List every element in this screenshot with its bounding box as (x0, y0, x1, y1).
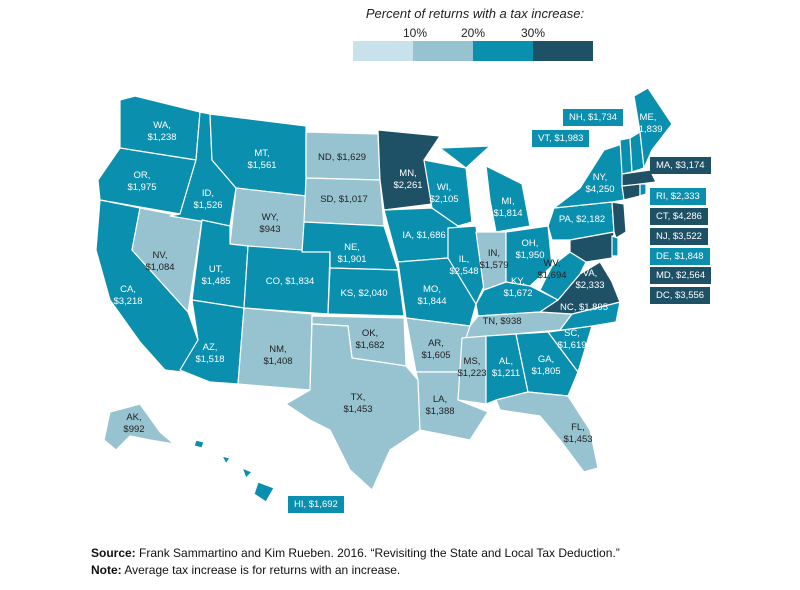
legend-tick-10: 10% (402, 26, 428, 40)
state-label-OR: OR, $1,975 (127, 170, 156, 193)
state-OH[interactable] (505, 225, 553, 287)
callout-MD: MD, $2,564 (650, 267, 712, 284)
state-label-KY: KY, $1,672 (503, 276, 532, 299)
legend-bin-3 (473, 41, 533, 61)
state-label-CO: CO, $1,834 (266, 276, 315, 287)
state-label-AR: AR, $1,605 (421, 338, 450, 361)
source-label: Source: (91, 546, 136, 560)
legend-color-scale (353, 41, 593, 61)
callout-NH: NH, $1,734 (563, 109, 624, 126)
state-KS[interactable] (327, 267, 405, 317)
callout-MA: MA, $3,174 (650, 157, 711, 174)
callout-DE: DE, $1,848 (650, 248, 710, 265)
state-label-LA: LA, $1,388 (425, 394, 454, 417)
legend-bin-2 (413, 41, 473, 61)
state-label-NE: NE, $1,901 (337, 242, 366, 265)
callout-CT: CT, $4,286 (650, 208, 708, 225)
state-label-WI: WI, $2,105 (429, 182, 458, 205)
callout-DC: DC, $3,556 (650, 287, 711, 304)
state-label-ME: ME, $1,839 (633, 112, 662, 135)
callout-NJ: NJ, $3,522 (650, 228, 708, 245)
state-label-NY: NY, $4,250 (585, 172, 614, 195)
legend-tick-30: 30% (520, 26, 546, 40)
state-DE[interactable] (611, 235, 619, 257)
callout-VT: VT, $1,983 (532, 130, 590, 147)
state-label-CA: CA, $3,218 (113, 284, 142, 307)
state-MO[interactable] (397, 257, 477, 327)
note-line: Note: Average tax increase is for return… (91, 562, 620, 579)
state-MD[interactable] (569, 231, 615, 263)
state-VA[interactable] (539, 261, 621, 315)
legend-tick-20: 20% (460, 26, 486, 40)
legend-title: Percent of returns with a tax increase: (365, 6, 585, 21)
legend-bin-1 (353, 41, 413, 61)
state-label-KS: KS, $2,040 (340, 288, 387, 299)
state-label-SD: SD, $1,017 (320, 194, 368, 205)
callout-HI: HI, $1,692 (288, 496, 344, 513)
note-text: Average tax increase is for returns with… (121, 563, 401, 577)
source-note: Source: Frank Sammartino and Kim Rueben.… (91, 545, 620, 579)
source-text: Frank Sammartino and Kim Rueben. 2016. “… (135, 546, 620, 560)
state-label-IN: IN, $1,579 (479, 248, 508, 271)
state-shapes (95, 87, 673, 503)
state-label-UT: UT, $1,485 (201, 264, 230, 287)
state-CT[interactable] (621, 183, 641, 201)
state-FL[interactable] (495, 391, 599, 473)
state-label-PA: PA, $2,182 (559, 214, 605, 225)
state-label-OH: OH, $1,950 (515, 238, 544, 261)
state-MI[interactable] (439, 145, 531, 233)
state-label-WY: WY, $943 (259, 212, 280, 235)
state-label-WA: WA, $1,238 (147, 120, 176, 143)
state-NY[interactable] (553, 143, 625, 209)
state-label-GA: GA, $1,805 (531, 354, 560, 377)
state-HI[interactable] (193, 439, 275, 503)
state-IL[interactable] (447, 225, 485, 305)
callout-RI: RI, $2,333 (650, 188, 706, 205)
state-label-OK: OK, $1,682 (355, 328, 384, 351)
state-label-IA: IA, $1,686 (402, 230, 445, 241)
state-label-MI: MI, $1,814 (493, 196, 522, 219)
state-label-NM: NM, $1,408 (263, 344, 292, 367)
state-label-VA: VA, $2,333 (575, 268, 604, 291)
state-label-AZ: AZ, $1,518 (195, 342, 224, 365)
state-WI[interactable] (423, 159, 473, 227)
note-label: Note: (91, 563, 122, 577)
state-label-SC: SC, $1,619 (557, 328, 586, 351)
state-label-ND: ND, $1,629 (318, 152, 366, 163)
state-AK[interactable] (103, 403, 175, 451)
state-MA[interactable] (621, 169, 657, 187)
state-label-NV: NV, $1,084 (145, 250, 174, 273)
state-label-MN: MN, $2,261 (393, 168, 422, 191)
legend-bin-4 (533, 41, 593, 61)
state-label-MS: MS, $1,223 (457, 356, 486, 379)
state-ME[interactable] (633, 87, 673, 169)
state-label-TX: TX, $1,453 (343, 392, 372, 415)
source-line: Source: Frank Sammartino and Kim Rueben.… (91, 545, 620, 562)
state-RI[interactable] (639, 183, 647, 197)
state-label-TN: TN, $938 (482, 316, 521, 327)
state-label-AK: AK, $992 (123, 412, 144, 435)
state-label-WV: WV, $1,694 (537, 258, 566, 281)
legend-ticks: 10% 20% 30% (353, 26, 593, 40)
state-label-MO: MO, $1,844 (417, 284, 446, 307)
state-label-IL: IL, $2,548 (449, 254, 478, 277)
state-GA[interactable] (515, 331, 579, 397)
state-TX[interactable] (285, 323, 421, 491)
state-label-AL: AL, $1,211 (492, 356, 520, 379)
state-label-ID: ID, $1,526 (193, 188, 222, 211)
state-label-FL: FL, $1,453 (563, 422, 592, 445)
state-label-MT: MT, $1,561 (247, 148, 276, 171)
state-label-NC: NC, $1,895 (560, 302, 608, 313)
state-NJ[interactable] (611, 201, 627, 239)
